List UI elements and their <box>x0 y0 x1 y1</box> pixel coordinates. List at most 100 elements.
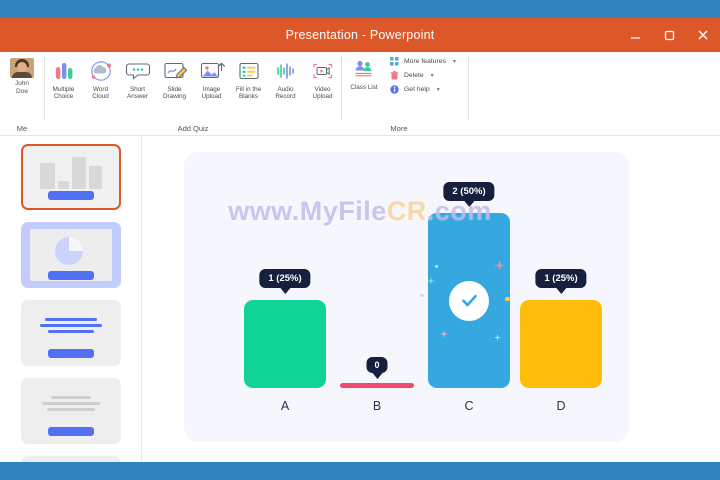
results-card: 1 (25%) A 0 B 2 (50%) <box>184 152 629 442</box>
chart-column-d: 1 (25%) D <box>520 269 602 413</box>
slide-thumbnail-5[interactable] <box>20 456 121 462</box>
value-tooltip-a: 1 (25%) <box>259 269 311 294</box>
chevron-down-icon[interactable]: ▾ <box>452 59 456 65</box>
desktop-background-bottom <box>0 462 720 480</box>
quiz-item-multiple-choice[interactable]: Multiple Choice <box>45 58 82 101</box>
slide-thumbnail-1[interactable] <box>20 144 121 210</box>
chart-column-b: 0 B <box>336 357 418 413</box>
quiz-label-line1: Video <box>314 86 331 93</box>
quiz-label-line2: Drawing <box>162 93 187 101</box>
video-upload-icon <box>309 58 337 84</box>
quiz-label-line1: Image <box>202 86 221 93</box>
quiz-item-slide-drawing[interactable]: Slide Drawing <box>156 58 193 101</box>
slide-thumbnail-4[interactable] <box>20 378 121 444</box>
quiz-item-short-answer[interactable]: Short Answer <box>119 58 156 101</box>
user-name-line1: John <box>14 80 30 87</box>
quiz-label-line1: Word <box>93 86 108 93</box>
window-controls <box>626 18 712 52</box>
group-label-me: Me <box>16 124 28 133</box>
chart-column-c: 2 (50%) <box>420 182 510 413</box>
category-label-d: D <box>556 399 566 413</box>
bar-chart-icon <box>50 58 78 84</box>
workspace: 1 (25%) A 0 B 2 (50%) <box>0 136 720 462</box>
slide-canvas: 1 (25%) A 0 B 2 (50%) <box>142 136 720 462</box>
minimize-icon[interactable] <box>626 26 644 44</box>
group-label-add-quiz: Add Quiz <box>177 124 209 133</box>
quiz-item-video-upload[interactable]: Video Upload <box>304 58 341 101</box>
chevron-down-icon[interactable]: ▾ <box>430 73 434 79</box>
title-bar: Presentation - Powerpoint <box>0 18 720 52</box>
slide-thumbnail-2[interactable] <box>20 222 121 288</box>
menu-item-get-help[interactable]: Get help ▾ <box>390 85 456 94</box>
sparkle-icon <box>440 325 448 343</box>
quiz-label-line2: Upload <box>312 93 333 101</box>
sparkle-icon <box>494 328 501 346</box>
close-icon[interactable] <box>694 26 712 44</box>
ribbon-group-add-quiz: Multiple Choice Word <box>45 52 341 136</box>
sparkle-dot <box>420 293 424 297</box>
image-upload-icon <box>198 58 226 84</box>
menu-label: More features <box>404 58 446 65</box>
quiz-label-line2: Choice <box>53 93 74 101</box>
quiz-label-line2: Upload <box>201 93 222 101</box>
quiz-label-line1: Audio <box>277 86 294 93</box>
chevron-down-icon[interactable]: ▾ <box>436 87 440 93</box>
sparkle-icon <box>427 272 435 290</box>
quiz-label-line2: Answer <box>127 93 148 101</box>
ribbon-divider-1 <box>44 56 45 120</box>
audio-waveform-icon <box>272 58 300 84</box>
quiz-label-line1: Fill in the <box>235 86 262 93</box>
class-list-label: Class List <box>350 84 378 91</box>
chart-column-a: 1 (25%) A <box>244 269 326 413</box>
category-label-a: A <box>280 399 290 413</box>
bar-a[interactable] <box>244 300 326 388</box>
sparkle-dot <box>505 296 510 301</box>
value-tooltip-c: 2 (50%) <box>443 182 495 207</box>
category-label-b: B <box>372 399 382 413</box>
ribbon-bottom-divider <box>0 135 720 136</box>
panel-divider <box>141 136 142 462</box>
more-menu: More features ▾ Delete <box>386 52 456 94</box>
quiz-label-line1: Slide <box>167 86 182 93</box>
quiz-label-line2: Blanks <box>239 93 258 101</box>
grid-apps-icon <box>390 57 399 66</box>
ribbon-group-me: John Doe Me <box>0 52 44 136</box>
ribbon-divider-2 <box>341 56 342 120</box>
desktop-background-top <box>0 0 720 18</box>
bar-b[interactable] <box>340 383 414 388</box>
ribbon-toolbar: John Doe Me <box>0 52 720 136</box>
quiz-label-line2: Cloud <box>92 93 109 101</box>
bar-d[interactable] <box>520 300 602 388</box>
form-list-icon <box>235 58 263 84</box>
application-window: Presentation - Powerpoint <box>0 18 720 462</box>
quiz-item-image-upload[interactable]: Image Upload <box>193 58 230 101</box>
slide-cta-bar <box>47 427 94 436</box>
quiz-label-line2: Record <box>275 93 296 101</box>
menu-label: Get help <box>404 86 430 93</box>
quiz-item-audio-record[interactable]: Audio Record <box>267 58 304 101</box>
slide-cta-bar <box>47 271 94 280</box>
quiz-item-word-cloud[interactable]: Word Cloud <box>82 58 119 101</box>
speech-bubble-icon <box>124 58 152 84</box>
quiz-item-fill-in-the-blanks[interactable]: Fill in the Blanks <box>230 58 267 101</box>
slide-thumbnail-3[interactable] <box>20 300 121 366</box>
results-bar-chart: 1 (25%) A 0 B 2 (50%) <box>184 152 629 442</box>
maximize-icon[interactable] <box>660 26 678 44</box>
check-circle-icon <box>420 259 510 341</box>
slide-cta-bar <box>47 349 94 358</box>
ribbon-divider-3 <box>467 56 469 120</box>
value-tooltip-d: 1 (25%) <box>535 269 587 294</box>
menu-item-delete[interactable]: Delete ▾ <box>390 71 456 80</box>
info-icon <box>390 85 399 94</box>
bar-c[interactable] <box>420 213 510 388</box>
user-photo-avatar[interactable] <box>10 58 34 78</box>
slide-thumbnail-panel[interactable] <box>0 136 141 462</box>
quiz-label-line1: Short <box>129 86 146 93</box>
pencil-draw-icon <box>161 58 189 84</box>
window-title: Presentation - Powerpoint <box>285 28 435 42</box>
people-list-icon <box>350 56 378 82</box>
menu-item-more-features[interactable]: More features ▾ <box>390 57 456 66</box>
sparkle-icon <box>494 258 505 276</box>
class-list-button[interactable]: Class List <box>342 52 386 94</box>
